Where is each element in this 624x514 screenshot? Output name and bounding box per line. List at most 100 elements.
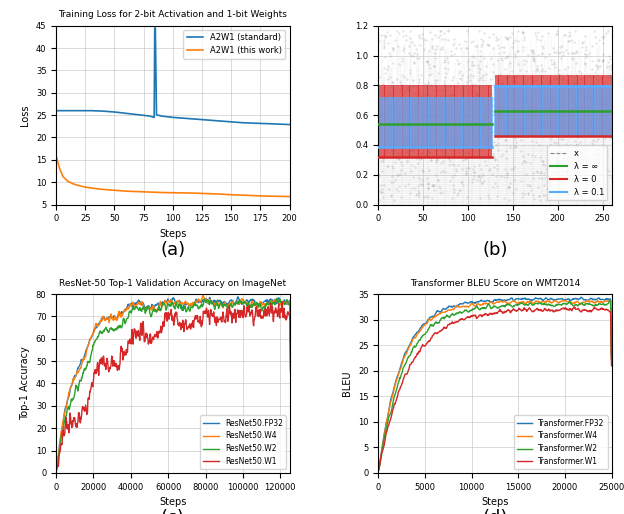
Transformer.W1 bbox=[501, 309, 509, 315]
A2W1 (standard) bbox=[58, 107, 66, 114]
Transformer.W4 bbox=[514, 300, 521, 306]
Transformer.W2 bbox=[485, 302, 493, 308]
Transformer.W1 bbox=[375, 467, 383, 473]
Legend: A2W1 (standard), A2W1 (this work): A2W1 (standard), A2W1 (this work) bbox=[183, 30, 285, 59]
ResNet50.W4 bbox=[205, 298, 213, 304]
ResNet50.FP32 bbox=[266, 297, 273, 303]
A2W1 (this work) bbox=[286, 193, 293, 199]
A2W1 (this work) bbox=[263, 193, 270, 199]
Transformer.W2 bbox=[487, 305, 494, 311]
A2W1 (this work) bbox=[87, 185, 95, 191]
Line: Transformer.W2: Transformer.W2 bbox=[379, 301, 612, 470]
Transformer.W1 bbox=[566, 307, 573, 314]
A2W1 (this work) bbox=[59, 174, 67, 180]
A2W1 (this work) bbox=[239, 192, 246, 198]
ResNet50.W2 bbox=[89, 347, 96, 353]
Transformer.W2 bbox=[602, 302, 610, 308]
Transformer.W1 bbox=[608, 363, 615, 369]
A2W1 (standard) bbox=[286, 121, 293, 127]
ResNet50.W2 bbox=[205, 298, 212, 304]
Line: A2W1 (this work): A2W1 (this work) bbox=[56, 156, 290, 196]
A2W1 (this work) bbox=[76, 182, 83, 189]
Transformer.W2 bbox=[501, 304, 509, 310]
Transformer.W4 bbox=[501, 299, 509, 305]
λ = 0 bbox=[374, 154, 382, 160]
X-axis label: Steps: Steps bbox=[159, 229, 187, 239]
Transformer.W2 bbox=[514, 302, 521, 308]
ResNet50.W4 bbox=[287, 368, 295, 374]
ResNet50.W4 bbox=[53, 468, 61, 474]
ResNet50.W1 bbox=[263, 313, 270, 319]
A2W1 (standard) bbox=[134, 112, 142, 118]
ResNet50.FP32 bbox=[263, 297, 271, 303]
Transformer.W4 bbox=[566, 299, 573, 305]
Line: ResNet50.W4: ResNet50.W4 bbox=[57, 295, 291, 471]
Transformer.W4 bbox=[603, 298, 610, 304]
Legend: ResNet50.FP32, ResNet50.W4, ResNet50.W2, ResNet50.W1: ResNet50.FP32, ResNet50.W4, ResNet50.W2,… bbox=[200, 415, 286, 469]
Transformer.W1 bbox=[485, 310, 493, 317]
ResNet50.FP32 bbox=[232, 299, 240, 305]
ResNet50.W2 bbox=[232, 301, 240, 307]
A2W1 (this work) bbox=[181, 190, 188, 196]
A2W1 (this work) bbox=[56, 166, 64, 172]
ResNet50.FP32 bbox=[205, 298, 212, 304]
A2W1 (standard) bbox=[169, 114, 177, 120]
A2W1 (standard) bbox=[274, 121, 281, 127]
Y-axis label: Top-1 Accuracy: Top-1 Accuracy bbox=[20, 346, 30, 420]
Title: ResNet-50 Top-1 Validation Accuracy on ImageNet: ResNet-50 Top-1 Validation Accuracy on I… bbox=[59, 279, 286, 288]
A2W1 (this work) bbox=[82, 184, 89, 190]
ResNet50.W2 bbox=[266, 300, 273, 306]
ResNet50.W2 bbox=[97, 328, 104, 334]
Line: Transformer.W1: Transformer.W1 bbox=[379, 307, 612, 470]
A2W1 (this work) bbox=[192, 190, 200, 196]
ResNet50.W4 bbox=[232, 299, 240, 305]
Transformer.W1 bbox=[571, 304, 578, 310]
Text: (d): (d) bbox=[482, 509, 507, 514]
Transformer.FP32 bbox=[487, 299, 494, 305]
A2W1 (this work) bbox=[157, 190, 165, 196]
Transformer.FP32 bbox=[566, 296, 573, 302]
ResNet50.W1 bbox=[278, 299, 286, 305]
λ = 0.1 bbox=[374, 144, 382, 150]
A2W1 (this work) bbox=[227, 192, 235, 198]
ResNet50.W1 bbox=[287, 371, 295, 377]
Transformer.W1 bbox=[514, 307, 521, 314]
ResNet50.FP32 bbox=[97, 319, 104, 325]
A2W1 (this work) bbox=[122, 188, 130, 194]
Transformer.FP32 bbox=[577, 294, 585, 300]
A2W1 (standard) bbox=[150, 114, 158, 120]
ResNet50.FP32 bbox=[234, 293, 241, 300]
λ = 0 bbox=[489, 154, 496, 160]
A2W1 (standard) bbox=[122, 111, 130, 117]
Transformer.W4 bbox=[552, 297, 559, 303]
ResNet50.W1 bbox=[53, 466, 61, 472]
λ = ∞ bbox=[489, 121, 496, 127]
A2W1 (standard) bbox=[152, 25, 159, 31]
ResNet50.W4 bbox=[266, 300, 273, 306]
A2W1 (this work) bbox=[274, 193, 281, 199]
A2W1 (this work) bbox=[169, 190, 177, 196]
A2W1 (standard) bbox=[52, 107, 60, 114]
A2W1 (standard) bbox=[99, 108, 107, 114]
ResNet50.FP32 bbox=[287, 367, 295, 373]
Transformer.W2 bbox=[606, 298, 613, 304]
λ = 0.1 bbox=[489, 144, 496, 150]
ResNet50.W1 bbox=[89, 381, 96, 388]
Title: Training Loss for 2-bit Activation and 1-bit Weights: Training Loss for 2-bit Activation and 1… bbox=[59, 10, 287, 20]
ResNet50.FP32 bbox=[53, 466, 61, 472]
Transformer.W4 bbox=[487, 299, 494, 305]
Transformer.FP32 bbox=[603, 296, 610, 302]
Y-axis label: BLEU: BLEU bbox=[343, 371, 353, 396]
Transformer.W4 bbox=[608, 356, 615, 362]
A2W1 (standard) bbox=[239, 120, 246, 126]
A2W1 (standard) bbox=[251, 120, 258, 126]
A2W1 (standard) bbox=[157, 113, 165, 119]
Text: (a): (a) bbox=[160, 241, 185, 259]
Line: ResNet50.W2: ResNet50.W2 bbox=[57, 298, 291, 467]
ResNet50.W2 bbox=[53, 464, 61, 470]
Transformer.W4 bbox=[485, 301, 493, 307]
Transformer.W1 bbox=[603, 306, 610, 313]
Line: ResNet50.FP32: ResNet50.FP32 bbox=[57, 297, 291, 469]
A2W1 (standard) bbox=[146, 113, 154, 119]
ResNet50.W4 bbox=[199, 292, 207, 298]
